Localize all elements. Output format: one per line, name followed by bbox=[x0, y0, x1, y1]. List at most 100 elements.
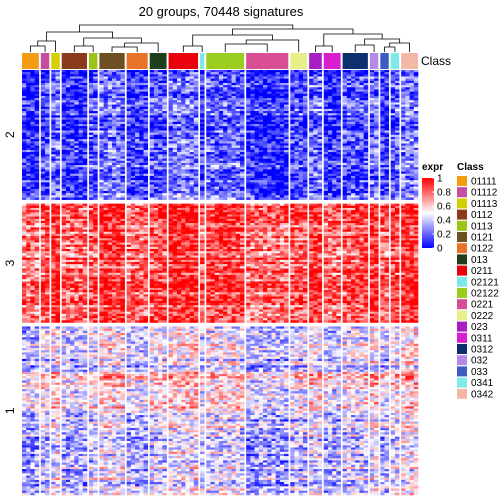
heatmap-cell bbox=[359, 134, 364, 138]
heatmap-cell bbox=[181, 76, 186, 79]
heatmap-cell bbox=[405, 193, 410, 196]
heatmap-cell bbox=[200, 111, 205, 114]
heatmap-cell bbox=[193, 173, 199, 177]
heatmap-cell bbox=[45, 178, 50, 181]
heatmap-cell bbox=[401, 70, 406, 73]
heatmap-cell bbox=[193, 156, 199, 159]
heatmap-cell bbox=[351, 70, 356, 73]
heatmap-cell bbox=[200, 139, 205, 142]
heatmap-cell bbox=[267, 130, 272, 133]
heatmap-cell bbox=[78, 93, 84, 97]
heatmap-cell bbox=[359, 136, 364, 140]
heatmap-cell bbox=[346, 171, 352, 175]
heatmap-cell bbox=[26, 145, 31, 149]
heatmap-cell bbox=[218, 117, 224, 120]
heatmap-cell bbox=[250, 91, 255, 95]
heatmap-cell bbox=[210, 121, 215, 125]
heatmap-cell bbox=[143, 104, 149, 108]
heatmap-cell bbox=[394, 173, 400, 177]
heatmap-cell bbox=[116, 95, 121, 99]
heatmap-cell bbox=[384, 188, 390, 192]
heatmap-cell bbox=[317, 115, 323, 118]
heatmap-cell bbox=[65, 143, 71, 146]
heatmap-cell bbox=[143, 160, 149, 164]
heatmap-cell bbox=[45, 158, 50, 162]
heatmap-cell bbox=[65, 80, 71, 84]
heatmap-cell bbox=[401, 184, 406, 187]
heatmap-cell bbox=[103, 178, 109, 181]
heatmap-cell bbox=[363, 154, 369, 157]
heatmap-cell bbox=[88, 145, 94, 149]
heatmap-cell bbox=[317, 182, 323, 185]
heatmap-cell bbox=[22, 121, 27, 125]
heatmap-cell bbox=[369, 130, 375, 133]
heatmap-cell bbox=[126, 93, 132, 97]
dendrogram-branch bbox=[46, 31, 113, 41]
heatmap-cell bbox=[332, 78, 337, 82]
heatmap-cell bbox=[390, 130, 396, 133]
heatmap-cell bbox=[30, 108, 35, 112]
heatmap-cell bbox=[302, 87, 308, 90]
heatmap-cell bbox=[327, 82, 333, 86]
heatmap-cell bbox=[227, 87, 232, 90]
heatmap-cell bbox=[162, 74, 167, 77]
heatmap-cell bbox=[153, 93, 159, 97]
heatmap-cell bbox=[313, 143, 318, 146]
heatmap-cell bbox=[185, 134, 190, 138]
heatmap-cell bbox=[279, 78, 285, 82]
heatmap-cell bbox=[279, 128, 285, 131]
heatmap-cell bbox=[139, 76, 144, 79]
heatmap-cell bbox=[390, 85, 396, 88]
heatmap-cell bbox=[323, 93, 329, 97]
heatmap-cell bbox=[223, 119, 228, 123]
heatmap-cell bbox=[149, 106, 155, 110]
heatmap-cell bbox=[70, 169, 75, 172]
heatmap-cell bbox=[55, 162, 60, 166]
heatmap-cell bbox=[394, 182, 400, 185]
heatmap-cell bbox=[40, 136, 46, 140]
heatmap-cell bbox=[103, 111, 109, 114]
heatmap-cell bbox=[206, 160, 211, 164]
heatmap-cell bbox=[271, 111, 276, 114]
heatmap-cell bbox=[384, 130, 390, 133]
heatmap-cell bbox=[390, 113, 396, 116]
heatmap-cell bbox=[346, 188, 352, 192]
heatmap-cell bbox=[246, 130, 251, 133]
heatmap-cell bbox=[51, 188, 56, 192]
heatmap-cell bbox=[61, 76, 67, 79]
heatmap-cell bbox=[193, 154, 199, 157]
heatmap-cell bbox=[120, 74, 125, 77]
heatmap-cell bbox=[384, 139, 390, 142]
heatmap-cell bbox=[181, 190, 186, 194]
heatmap-cell bbox=[181, 117, 186, 120]
heatmap-cell bbox=[158, 82, 163, 86]
heatmap-cell bbox=[390, 147, 396, 151]
heatmap-cell bbox=[158, 188, 163, 192]
heatmap-cell bbox=[275, 139, 281, 142]
heatmap-cell bbox=[351, 130, 356, 133]
heatmap-cell bbox=[74, 141, 79, 144]
heatmap-cell bbox=[103, 188, 109, 192]
heatmap-cell bbox=[149, 115, 155, 118]
heatmap-cell bbox=[235, 149, 241, 153]
heatmap-cell bbox=[284, 128, 289, 131]
heatmap-cell bbox=[246, 143, 251, 146]
heatmap-cell bbox=[22, 82, 27, 86]
heatmap-cell bbox=[143, 108, 149, 112]
heatmap-cell bbox=[176, 85, 182, 88]
heatmap-cell bbox=[355, 104, 360, 108]
heatmap-cell bbox=[65, 82, 71, 86]
heatmap-cell bbox=[22, 126, 27, 129]
heatmap-cell bbox=[193, 171, 199, 175]
heatmap-cell bbox=[74, 89, 79, 92]
heatmap-cell bbox=[263, 111, 268, 114]
heatmap-cell bbox=[149, 121, 155, 125]
heatmap-cell bbox=[405, 108, 410, 112]
heatmap-cell bbox=[200, 121, 205, 125]
heatmap-cell bbox=[413, 121, 419, 125]
heatmap-cell bbox=[401, 145, 406, 149]
heatmap-cell bbox=[40, 167, 46, 170]
heatmap-cell bbox=[263, 158, 268, 162]
heatmap-cell bbox=[153, 72, 159, 75]
heatmap-cell bbox=[271, 113, 276, 116]
